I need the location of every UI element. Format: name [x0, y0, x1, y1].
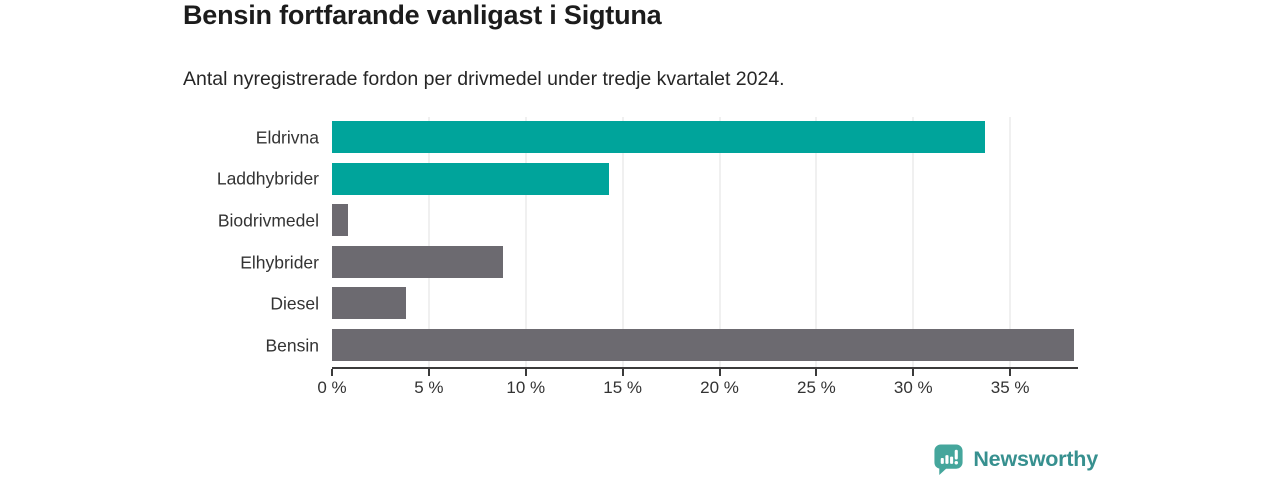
gridline [1009, 117, 1011, 367]
tick-label: 35 % [990, 378, 1030, 397]
tick-mark [621, 369, 624, 376]
tick-mark [912, 369, 915, 376]
tick-mark [1009, 369, 1012, 376]
gridline [622, 117, 624, 367]
bar-chart-plot: Eldrivna Laddhybrider Biodrivmedel Elhybrid… [217, 117, 1078, 397]
tick-label: 10 % [506, 378, 546, 397]
category-label: Elhybrider [240, 252, 319, 273]
gridline [815, 117, 817, 367]
tick-label: 5 % [414, 378, 444, 397]
gridline [428, 117, 430, 367]
category-label: Biodrivmedel [217, 210, 319, 231]
tick-label: 0 % [317, 378, 347, 397]
category-label: Laddhybrider [216, 168, 319, 189]
bar-row: Eldrivna [256, 117, 1078, 159]
bar [332, 204, 348, 237]
tick-label: 15 % [603, 378, 643, 397]
bar [332, 162, 610, 195]
tick-label: 25 % [797, 378, 836, 397]
tick-mark [524, 369, 527, 376]
newsworthy-logo-text: Newsworthy [973, 447, 1098, 471]
bar-rows: Eldrivna Laddhybrider Biodrivmedel Elhybrid… [217, 117, 1078, 367]
tick-mark [427, 369, 430, 376]
category-label: Eldrivna [255, 127, 319, 148]
bar [332, 245, 503, 278]
category-label: Bensin [265, 335, 319, 356]
bar-row: Bensin [265, 325, 1078, 367]
bar-row: Diesel [270, 283, 1078, 325]
tick-mark [718, 369, 721, 376]
chart-title: Bensin fortfarande vanligast i Sigtuna [183, 0, 662, 30]
newsworthy-speech-bubble-barchart-icon [934, 444, 963, 476]
tick-label: 30 % [893, 378, 933, 397]
bar [332, 121, 985, 153]
gridline [912, 117, 914, 367]
category-label: Diesel [270, 293, 319, 314]
tick-label: 20 % [700, 378, 739, 397]
bar-row: Elhybrider [240, 242, 1078, 284]
gridline [719, 117, 721, 367]
tick-mark [815, 369, 818, 376]
bar-row: Biodrivmedel [218, 200, 1078, 242]
newsworthy-logo: Newsworthy [932, 443, 1098, 476]
tick-mark [331, 369, 333, 376]
bar-row: Laddhybrider [217, 159, 1078, 201]
bar [332, 287, 406, 320]
chart-subtitle: Antal nyregistrerade fordon per drivmede… [183, 68, 785, 90]
bar [332, 328, 1075, 361]
gridline [525, 117, 527, 367]
